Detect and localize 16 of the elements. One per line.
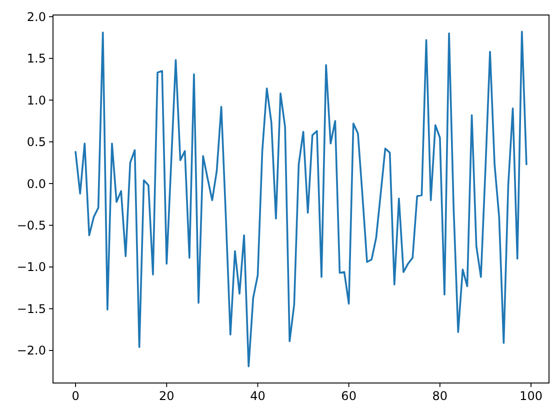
y-tick-label: 2.0	[26, 10, 46, 24]
y-tick-label: 1.0	[26, 93, 46, 108]
x-tick-label: 80	[432, 389, 448, 403]
y-tick-label: 0.5	[26, 135, 46, 150]
x-tick-label: 100	[520, 389, 542, 403]
x-tick-label: 20	[159, 389, 174, 403]
y-tick-label: 1.5	[26, 52, 46, 66]
x-tick-label: 60	[341, 389, 356, 403]
x-tick-label: 0	[72, 389, 80, 403]
y-tick-label: −1.0	[16, 260, 46, 274]
y-tick-label: −2.0	[16, 344, 46, 358]
x-tick-label: 40	[250, 389, 266, 403]
y-tick-label: −1.5	[16, 302, 46, 316]
y-tick-label: −0.5	[16, 218, 46, 232]
y-tick-label: 0.0	[26, 176, 46, 191]
line-series	[74, 30, 528, 368]
